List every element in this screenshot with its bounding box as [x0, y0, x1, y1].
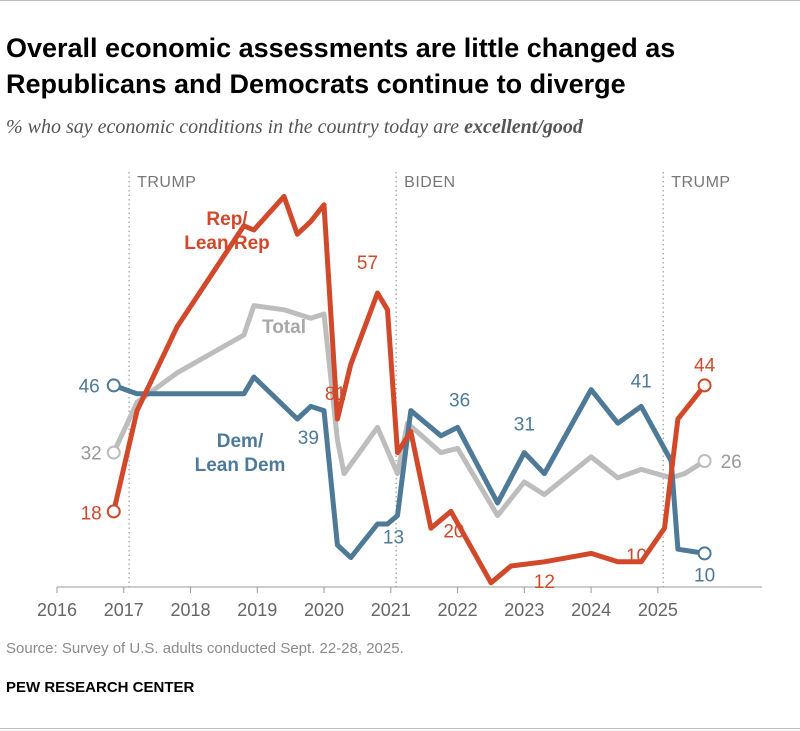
subtitle-text: % who say economic conditions in the cou… [6, 116, 465, 138]
x-tick-label: 2020 [304, 600, 344, 620]
data-label-rep: 44 [694, 355, 716, 376]
x-tick-label: 2024 [571, 600, 611, 620]
top-rule [0, 0, 800, 1]
data-label-rep: 20 [443, 521, 464, 542]
x-tick-label: 2025 [638, 600, 678, 620]
x-tick-label: 2017 [104, 600, 144, 620]
series-name-dem: Dem/ [217, 431, 264, 452]
data-label-dem: 39 [298, 428, 319, 449]
line-chart: TRUMP BIDEN TRUMP 2016 2017 2018 2019 2020 2021… [37, 172, 762, 620]
series-names: Rep/Lean Rep Dem/Lean Dem Total [184, 209, 306, 476]
series-name-dem: Lean Dem [195, 455, 286, 476]
data-label-rep: 12 [534, 572, 555, 593]
data-label-dem: 36 [449, 390, 470, 411]
period-label-biden: BIDEN [404, 174, 455, 191]
data-label-dem: 41 [631, 371, 652, 392]
endpoint-marker-total [106, 445, 121, 460]
data-label-dem: 46 [79, 376, 100, 397]
series-name-rep: Rep/ [206, 209, 248, 230]
x-tick-label: 2016 [37, 600, 77, 620]
period-label-trump: TRUMP [671, 174, 730, 191]
series-name-rep: Lean Rep [184, 233, 270, 254]
subtitle-emphasis: excellent/good [464, 116, 583, 138]
x-tick-label: 2021 [371, 600, 411, 620]
chart-title: Overall economic assessments are little … [6, 33, 676, 99]
data-label-rep: 18 [81, 503, 102, 524]
data-label-dem: 31 [514, 415, 535, 436]
endpoint-marker-dem [106, 378, 121, 393]
x-tick-label: 2023 [504, 600, 544, 620]
org-logo-text: PEW RESEARCH CENTER [6, 679, 195, 696]
endpoint-marker-rep [697, 378, 712, 393]
data-label-rep: 57 [357, 253, 378, 274]
bottom-rule [0, 728, 800, 729]
chart-subtitle: % who say economic conditions in the cou… [6, 116, 796, 139]
x-axis: 2016 2017 2018 2019 2020 2021 2022 2023 2024 2025 [37, 586, 762, 620]
endpoint-marker-rep [106, 504, 121, 519]
source-note: Source: Survey of U.S. adults conducted … [6, 640, 404, 657]
data-label-dem: 13 [383, 528, 404, 549]
x-tick-label: 2022 [438, 600, 478, 620]
period-dividers: TRUMP BIDEN TRUMP [128, 172, 730, 587]
data-label-total: 32 [81, 444, 102, 465]
x-tick-label: 2018 [171, 600, 211, 620]
data-label-dem: 10 [694, 565, 715, 586]
series-lines [106, 193, 712, 586]
series-name-total: Total [262, 317, 306, 338]
endpoint-marker-dem [697, 546, 712, 561]
data-label-rep: 10 [626, 546, 647, 567]
data-labels: 32 26 46 39 13 36 31 41 10 18 81 57 20 12 10 44 [79, 253, 742, 593]
series-line-rep [111, 193, 708, 586]
data-label-rep: 81 [325, 384, 346, 405]
data-label-total: 26 [721, 452, 742, 473]
period-label-trump: TRUMP [137, 174, 196, 191]
series-line-dem [111, 374, 708, 561]
endpoint-marker-total [697, 454, 712, 468]
x-tick-label: 2019 [237, 600, 277, 620]
